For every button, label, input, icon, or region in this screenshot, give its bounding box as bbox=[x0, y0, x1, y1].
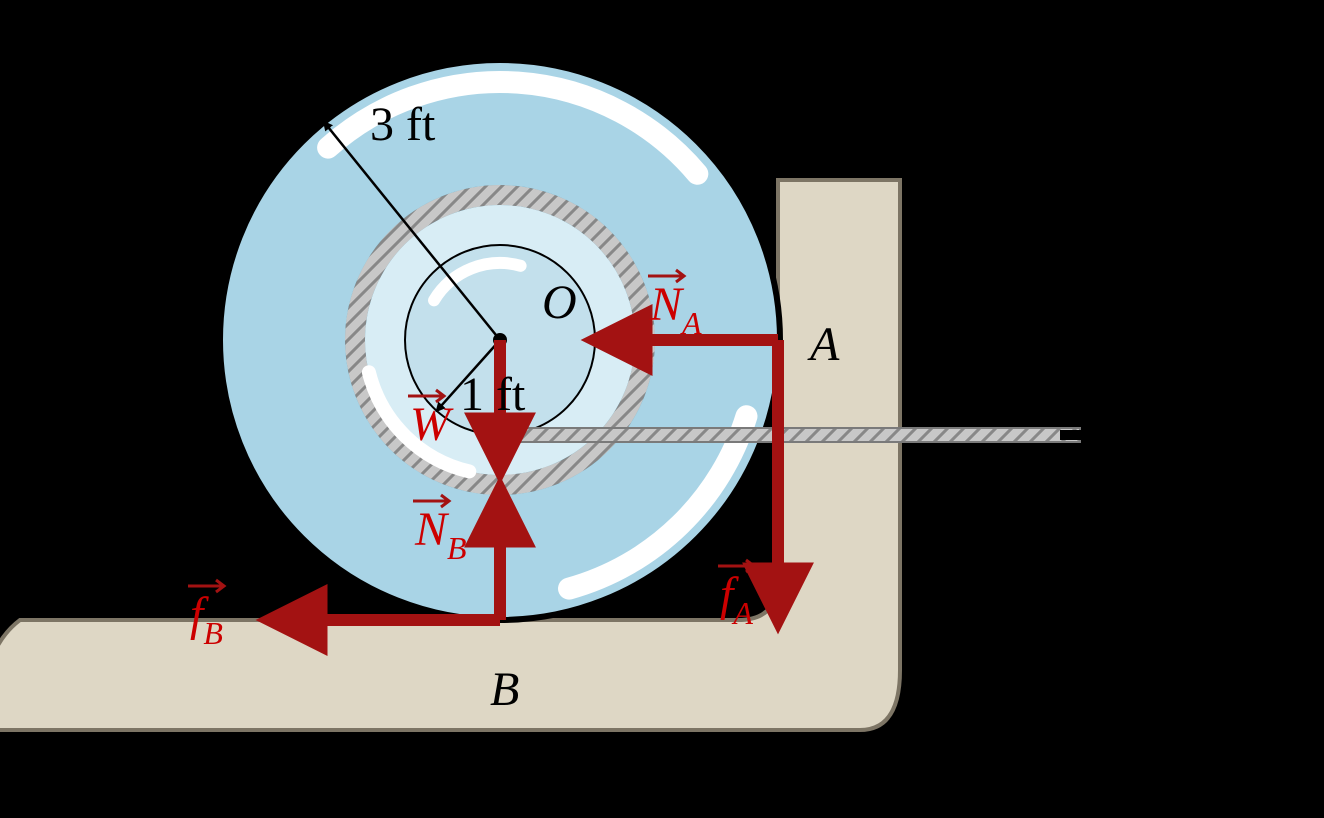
label-A: A bbox=[807, 318, 840, 371]
rope-pull bbox=[520, 428, 1080, 442]
label-W: W bbox=[408, 390, 454, 451]
label-O: O bbox=[542, 276, 577, 329]
label-fA: fA bbox=[718, 560, 754, 631]
dim-1ft: 1 ft bbox=[460, 368, 526, 421]
label-fB: fB bbox=[188, 580, 224, 651]
label-P: P bbox=[1270, 401, 1304, 463]
svg-text:W: W bbox=[410, 398, 454, 451]
dim-3ft: 3 ft bbox=[370, 98, 436, 151]
label-B: B bbox=[490, 663, 519, 716]
